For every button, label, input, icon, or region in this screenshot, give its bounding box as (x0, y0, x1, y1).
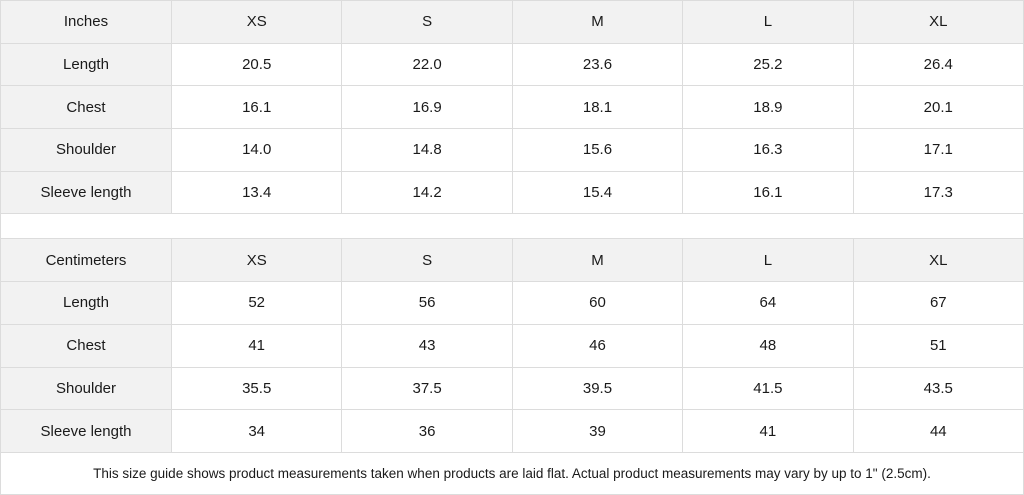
table-row: Length 20.5 22.0 23.6 25.2 26.4 (0, 42, 1024, 87)
measurement-cell: 37.5 (341, 366, 513, 411)
header-row: Centimeters XS S M L XL (0, 238, 1024, 283)
measurement-cell: 26.4 (852, 42, 1024, 87)
measurement-cell: 14.8 (341, 128, 513, 172)
measurement-cell: 46 (511, 323, 684, 368)
row-label: Length (0, 281, 172, 325)
size-header: S (341, 0, 513, 44)
measurement-cell: 39.5 (511, 366, 684, 411)
table-row: Chest 16.1 16.9 18.1 18.9 20.1 (0, 85, 1024, 130)
size-header: L (682, 0, 854, 44)
measurement-cell: 23.6 (511, 42, 684, 87)
table-row: Shoulder 14.0 14.8 15.6 16.3 17.1 (0, 128, 1024, 172)
row-label: Sleeve length (0, 409, 172, 453)
spacer-row (0, 213, 1024, 240)
measurement-cell: 20.1 (852, 85, 1024, 130)
size-header: S (341, 238, 513, 283)
row-label: Shoulder (0, 366, 172, 411)
measurement-cell: 16.1 (682, 170, 854, 215)
measurement-cell: 41.5 (682, 366, 854, 411)
measurement-cell: 56 (341, 281, 513, 325)
measurement-cell: 20.5 (170, 42, 343, 87)
unit-header: Inches (0, 0, 172, 44)
size-header: XL (852, 0, 1024, 44)
measurement-cell: 39 (511, 409, 684, 453)
measurement-cell: 36 (341, 409, 513, 453)
measurement-cell: 60 (511, 281, 684, 325)
measurement-cell: 48 (682, 323, 854, 368)
measurement-cell: 25.2 (682, 42, 854, 87)
measurement-cell: 14.0 (170, 128, 343, 172)
row-label: Length (0, 42, 172, 87)
measurement-cell: 52 (170, 281, 343, 325)
measurement-cell: 51 (852, 323, 1024, 368)
table-row: Sleeve length 34 36 39 41 44 (0, 409, 1024, 453)
measurement-cell: 67 (852, 281, 1024, 325)
measurement-cell: 16.1 (170, 85, 343, 130)
measurement-cell: 15.6 (511, 128, 684, 172)
row-label: Chest (0, 323, 172, 368)
size-guide-note: This size guide shows product measuremen… (0, 451, 1024, 495)
size-header: M (511, 0, 684, 44)
size-header: L (682, 238, 854, 283)
size-header: XL (852, 238, 1024, 283)
measurement-cell: 18.1 (511, 85, 684, 130)
measurement-cell: 22.0 (341, 42, 513, 87)
spacer-cell (0, 213, 1024, 240)
measurement-cell: 13.4 (170, 170, 343, 215)
measurement-cell: 64 (682, 281, 854, 325)
measurement-cell: 43 (341, 323, 513, 368)
measurement-cell: 41 (170, 323, 343, 368)
measurement-cell: 16.9 (341, 85, 513, 130)
measurement-cell: 35.5 (170, 366, 343, 411)
measurement-cell: 17.3 (852, 170, 1024, 215)
row-label: Sleeve length (0, 170, 172, 215)
measurement-cell: 18.9 (682, 85, 854, 130)
measurement-cell: 16.3 (682, 128, 854, 172)
table-row: Sleeve length 13.4 14.2 15.4 16.1 17.3 (0, 170, 1024, 215)
measurement-cell: 43.5 (852, 366, 1024, 411)
note-row: This size guide shows product measuremen… (0, 451, 1024, 495)
measurement-cell: 44 (852, 409, 1024, 453)
size-header: XS (170, 0, 343, 44)
size-header: XS (170, 238, 343, 283)
table-row: Shoulder 35.5 37.5 39.5 41.5 43.5 (0, 366, 1024, 411)
table-row: Chest 41 43 46 48 51 (0, 323, 1024, 368)
header-row: Inches XS S M L XL (0, 0, 1024, 44)
measurement-cell: 41 (682, 409, 854, 453)
measurement-cell: 34 (170, 409, 343, 453)
measurement-cell: 14.2 (341, 170, 513, 215)
row-label: Shoulder (0, 128, 172, 172)
size-header: M (511, 238, 684, 283)
measurement-cell: 15.4 (511, 170, 684, 215)
table-row: Length 52 56 60 64 67 (0, 281, 1024, 325)
unit-header: Centimeters (0, 238, 172, 283)
measurement-cell: 17.1 (852, 128, 1024, 172)
row-label: Chest (0, 85, 172, 130)
